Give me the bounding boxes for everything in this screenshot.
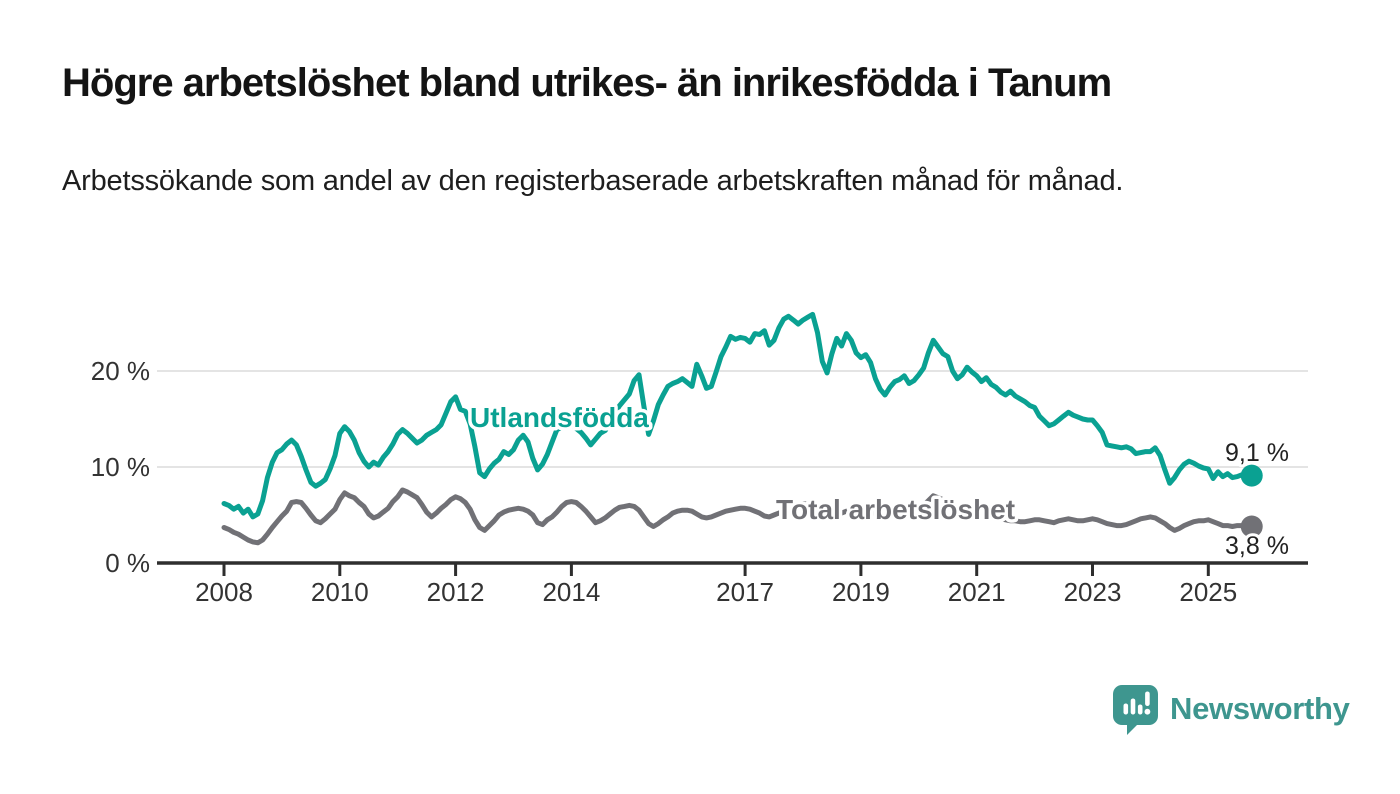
series-end-dot <box>1240 515 1263 538</box>
series-end-value-label: 3,8 % <box>1225 532 1289 560</box>
x-axis-tick-label: 2019 <box>832 577 890 607</box>
series-label: Utlandsfödda <box>470 402 649 433</box>
chart-subtitle: Arbetssökande som andel av den registerb… <box>62 165 1124 197</box>
newsworthy-logo: Newsworthy <box>1112 684 1350 741</box>
chart-title: Högre arbetslöshet bland utrikes- än inr… <box>62 61 1112 105</box>
x-axis: 2008 2010 2012 2014 2017 2019 2021 2023 2025 <box>195 563 1237 607</box>
x-axis-tick-label: 2023 <box>1064 577 1122 607</box>
newsworthy-wordmark: Newsworthy <box>1170 691 1350 726</box>
newsworthy-bubble-chart-icon <box>1112 684 1159 741</box>
series-line <box>221 311 1255 520</box>
x-axis-tick-label: 2010 <box>311 577 369 607</box>
x-axis-tick-label: 2012 <box>427 577 485 607</box>
series-end-value-label: 9,1 % <box>1225 439 1289 467</box>
y-axis-tick-label: 20 % <box>91 356 150 386</box>
x-axis-tick-label: 2008 <box>195 577 253 607</box>
x-axis-tick-label: 2014 <box>542 577 600 607</box>
series-label: Total arbetslöshet <box>776 494 1015 525</box>
x-axis-tick-label: 2021 <box>948 577 1006 607</box>
y-axis-tick-label: 10 % <box>91 452 150 482</box>
x-axis-tick-label: 2017 <box>716 577 774 607</box>
series-end-dot <box>1240 464 1263 487</box>
y-axis-tick-label: 0 % <box>105 548 150 578</box>
gridlines: 0 % 10 % 20 % <box>91 356 1308 578</box>
x-axis-tick-label: 2025 <box>1179 577 1237 607</box>
series-line <box>221 487 1255 546</box>
